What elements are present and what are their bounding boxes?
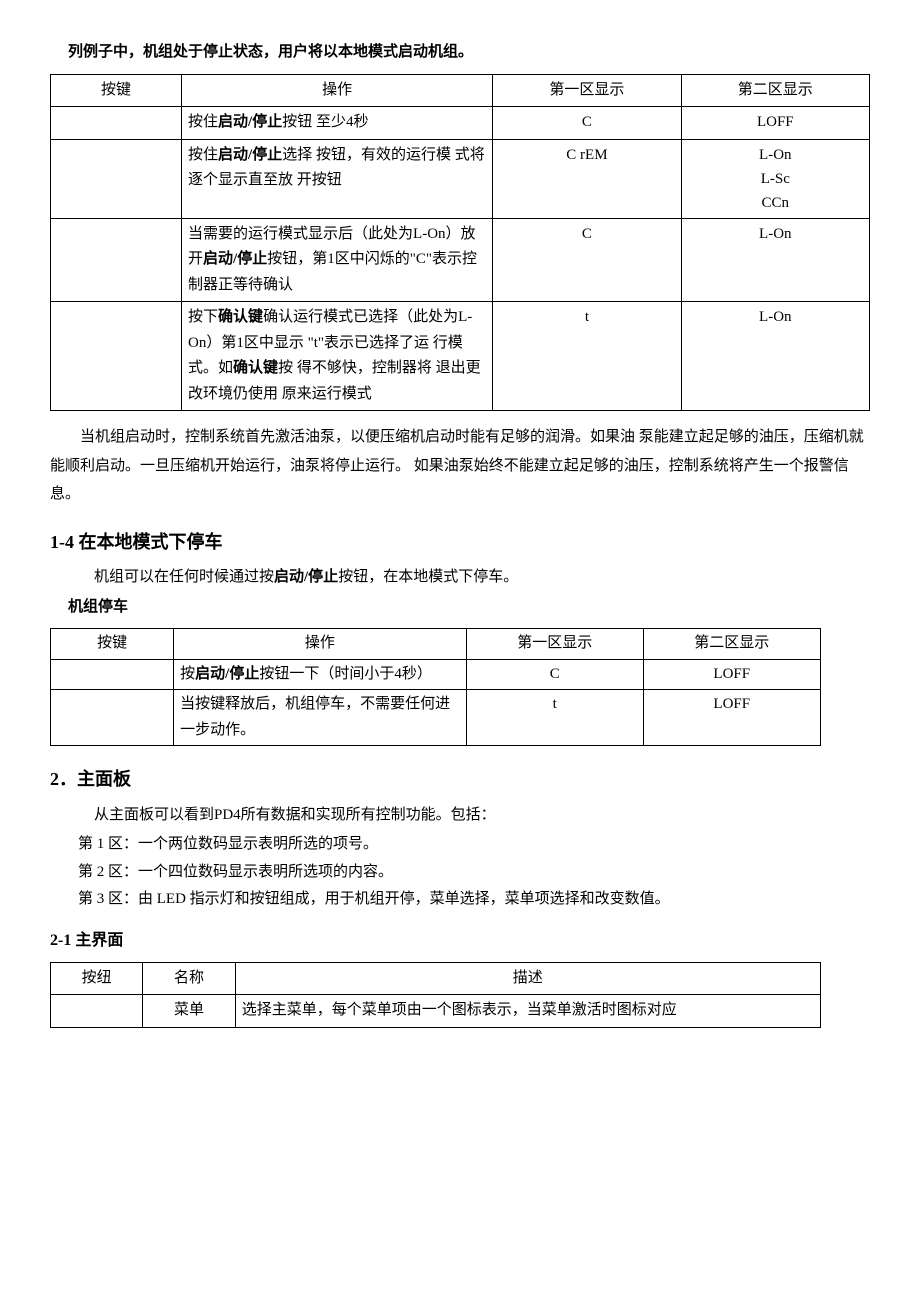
t2-r1-key: [51, 659, 174, 690]
t1-r3-key: [51, 218, 182, 302]
table-row: 当需要的运行模式显示后（此处为L-On）放开启动/停止按钮，第1区中闪烁的"C"…: [51, 218, 870, 302]
t3-r1-desc: 选择主菜单，每个菜单项由一个图标表示，当菜单激活时图标对应: [235, 995, 820, 1028]
stop-caption: 机组停车: [68, 595, 870, 621]
t1-h1: 按键: [51, 74, 182, 107]
sec1-4-intro: 机组可以在任何时候通过按启动/停止按钮，在本地模式下停车。: [94, 565, 870, 591]
t3-r1-name: 菜单: [143, 995, 235, 1028]
t1-r2-op: 按住启动/停止选择 按钮，有效的运行模 式将逐个显示直至放 开按钮: [182, 139, 493, 218]
t2-h3: 第一区显示: [466, 629, 643, 660]
t1-h2: 操作: [182, 74, 493, 107]
t1-r2-d1: C rEM: [493, 139, 681, 218]
intro-line: 列例子中，机组处于停止状态，用户将以本地模式启动机组。: [68, 40, 870, 66]
heading-1-4: 1-4 在本地模式下停车: [50, 527, 870, 558]
sec2-intro: 从主面板可以看到PD4所有数据和实现所有控制功能。包括：: [94, 803, 870, 829]
t2-h2: 操作: [174, 629, 467, 660]
table-stop-sequence: 按键 操作 第一区显示 第二区显示 按启动/停止按钮一下（时间小于4秒） C L…: [50, 628, 821, 746]
t2-r2-key: [51, 690, 174, 746]
sec2-zone2: 第 2 区：一个四位数码显示表明所选项的内容。: [78, 860, 870, 886]
table-row: 菜单 选择主菜单，每个菜单项由一个图标表示，当菜单激活时图标对应: [51, 995, 821, 1028]
t1-h4: 第二区显示: [681, 74, 869, 107]
t2-r2-op: 当按键释放后，机组停车，不需要任何进一步动作。: [174, 690, 467, 746]
t3-h3: 描述: [235, 962, 820, 995]
t1-r4-d2: L-On: [681, 302, 869, 411]
t1-h3: 第一区显示: [493, 74, 681, 107]
sec2-zone1: 第 1 区：一个两位数码显示表明所选的项号。: [78, 832, 870, 858]
t2-r1-op: 按启动/停止按钮一下（时间小于4秒）: [174, 659, 467, 690]
t1-r4-d1: t: [493, 302, 681, 411]
paragraph-oil-pump: 当机组启动时，控制系统首先激活油泵，以便压缩机启动时能有足够的润滑。如果油 泵能…: [50, 423, 870, 509]
t1-r2-key: [51, 139, 182, 218]
t3-h2: 名称: [143, 962, 235, 995]
t2-h4: 第二区显示: [643, 629, 820, 660]
table-row: 按住启动/停止按钮 至少4秒 C LOFF: [51, 107, 870, 140]
t1-r4-op: 按下确认键确认运行模式已选择（此处为L-On）第1区中显示 "t"表示已选择了运…: [182, 302, 493, 411]
t2-r2-d2: LOFF: [643, 690, 820, 746]
table-row: 按住启动/停止选择 按钮，有效的运行模 式将逐个显示直至放 开按钮 C rEM …: [51, 139, 870, 218]
t1-r1-key: [51, 107, 182, 140]
t1-r3-op: 当需要的运行模式显示后（此处为L-On）放开启动/停止按钮，第1区中闪烁的"C"…: [182, 218, 493, 302]
t2-h1: 按键: [51, 629, 174, 660]
t1-r4-key: [51, 302, 182, 411]
table-row: 按启动/停止按钮一下（时间小于4秒） C LOFF: [51, 659, 821, 690]
heading-2: 2．主面板: [50, 764, 870, 795]
t2-r1-d2: LOFF: [643, 659, 820, 690]
t2-r1-d1: C: [466, 659, 643, 690]
table-start-sequence: 按键 操作 第一区显示 第二区显示 按住启动/停止按钮 至少4秒 C LOFF …: [50, 74, 870, 412]
heading-2-1: 2-1 主界面: [50, 927, 870, 954]
t1-r1-d1: C: [493, 107, 681, 140]
t3-h1: 按纽: [51, 962, 143, 995]
t3-r1-btn: [51, 995, 143, 1028]
table-row: 按下确认键确认运行模式已选择（此处为L-On）第1区中显示 "t"表示已选择了运…: [51, 302, 870, 411]
table-main-interface: 按纽 名称 描述 菜单 选择主菜单，每个菜单项由一个图标表示，当菜单激活时图标对…: [50, 962, 821, 1028]
t1-r3-d1: C: [493, 218, 681, 302]
table-row: 当按键释放后，机组停车，不需要任何进一步动作。 t LOFF: [51, 690, 821, 746]
t1-r1-op: 按住启动/停止按钮 至少4秒: [182, 107, 493, 140]
t2-r2-d1: t: [466, 690, 643, 746]
t1-r1-d2: LOFF: [681, 107, 869, 140]
t1-r2-d2: L-On L-Sc CCn: [681, 139, 869, 218]
sec2-zone3: 第 3 区：由 LED 指示灯和按钮组成，用于机组开停，菜单选择，菜单项选择和改…: [78, 887, 870, 913]
t1-r3-d2: L-On: [681, 218, 869, 302]
